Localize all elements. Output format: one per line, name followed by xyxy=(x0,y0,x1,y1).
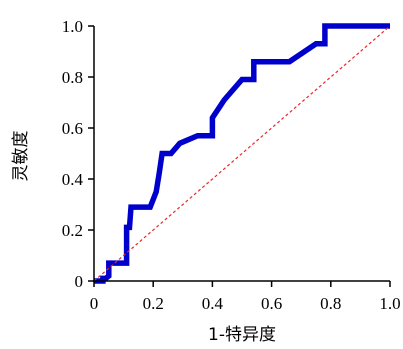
x-tick-label: 0.4 xyxy=(202,294,224,313)
y-axis-title: 灵敏度 xyxy=(11,131,31,182)
plot-area xyxy=(93,23,391,284)
y-tick-label: 0.6 xyxy=(62,119,83,138)
y-tick-label: 0.2 xyxy=(62,221,83,240)
roc-curve-line xyxy=(94,23,390,284)
x-tick-label: 0 xyxy=(90,294,99,313)
x-axis: 0 0.2 0.4 0.6 0.8 1.0 xyxy=(90,280,401,313)
y-tick-label: 0 xyxy=(75,272,84,291)
y-tick-label: 0.8 xyxy=(62,68,83,87)
x-tick-label: 0.6 xyxy=(261,294,282,313)
y-axis: 0 0.2 0.4 0.6 0.8 1.0 xyxy=(62,17,95,291)
reference-diagonal-line xyxy=(93,25,391,282)
x-tick-label: 1.0 xyxy=(379,294,400,313)
x-axis-title: 1-特异度 xyxy=(208,325,276,345)
y-tick-label: 0.4 xyxy=(62,170,84,189)
x-tick-label: 0.8 xyxy=(320,294,341,313)
y-tick-label: 1.0 xyxy=(62,17,83,36)
x-tick-label: 0.2 xyxy=(143,294,164,313)
